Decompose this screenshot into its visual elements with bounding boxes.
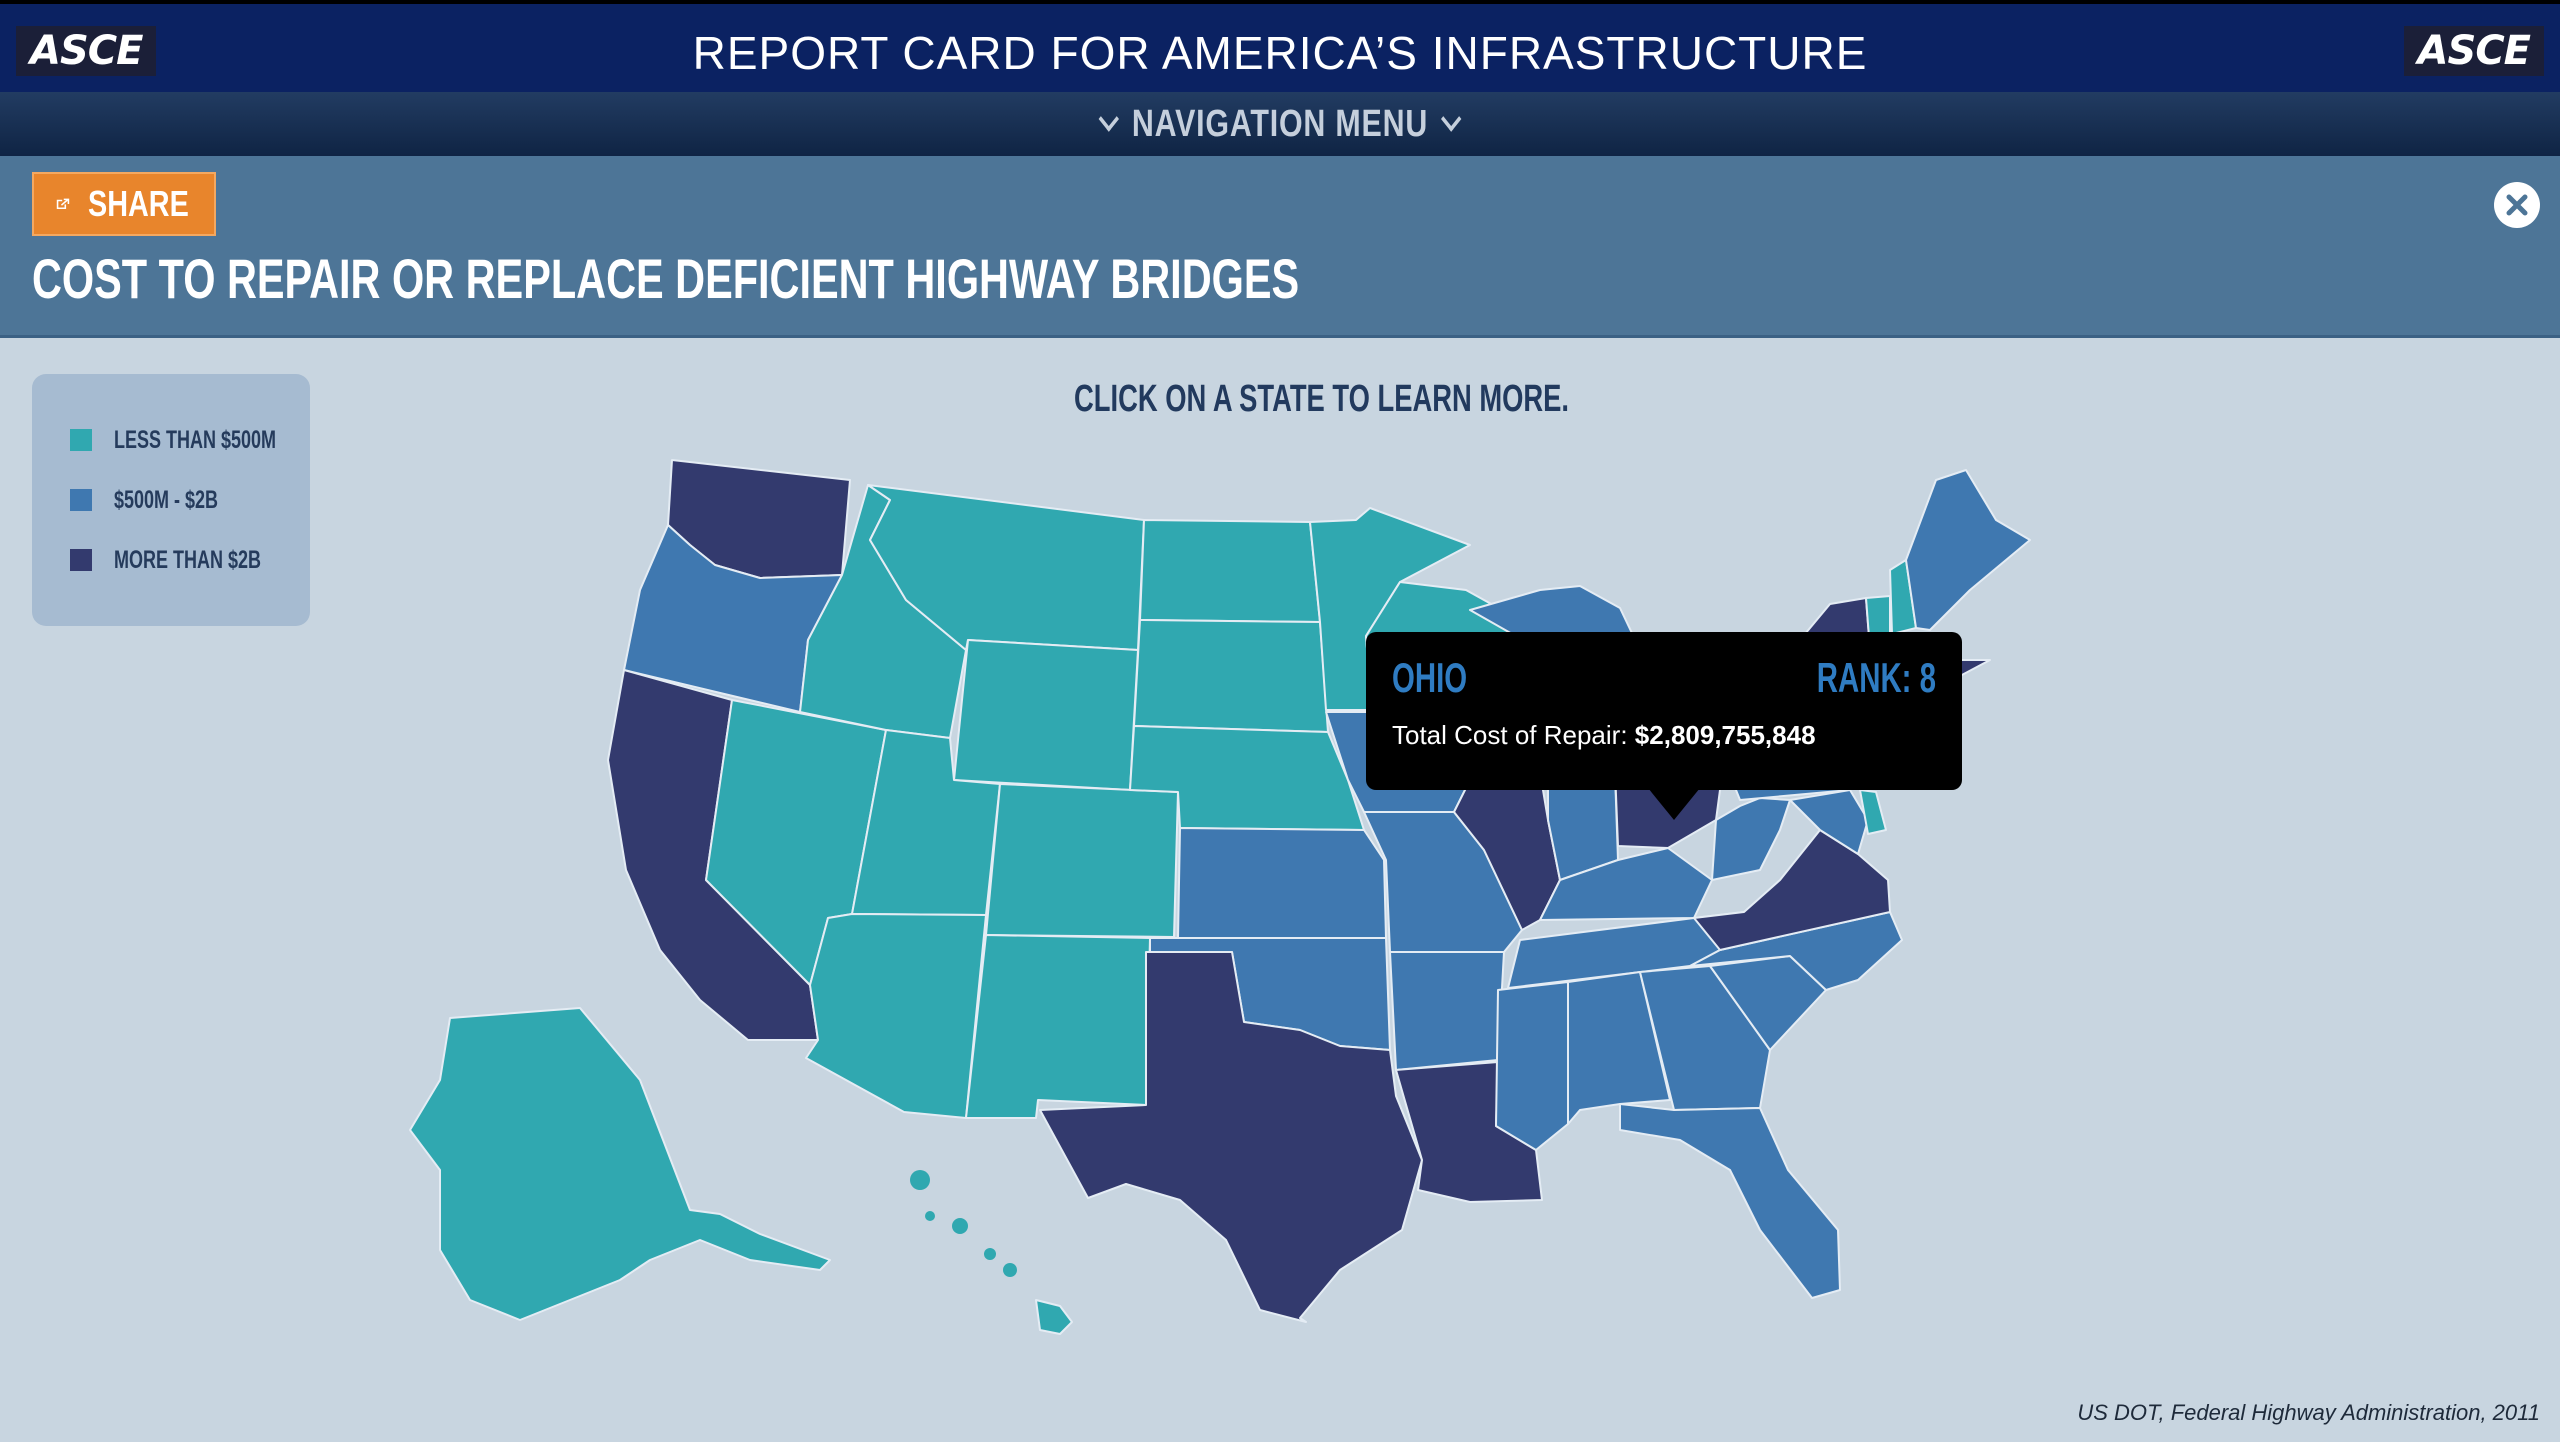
share-label: SHARE (87, 183, 189, 224)
data-source: US DOT, Federal Highway Administration, … (2077, 1400, 2540, 1425)
state-arkansas[interactable] (1389, 951, 1505, 1071)
state-wyoming[interactable] (953, 639, 1139, 791)
state-hawaii[interactable] (1035, 1299, 1073, 1335)
legend-item-mid: $500M - $2B (70, 480, 259, 520)
tooltip-cost-label: Total Cost of Repair: (1392, 720, 1628, 750)
tooltip-cost: Total Cost of Repair: $2,809,755,848 (1392, 720, 1816, 751)
hawaii-island-4[interactable] (984, 1248, 996, 1260)
state-texas[interactable] (1039, 951, 1423, 1323)
asce-logo-left[interactable]: ASCE (16, 26, 157, 76)
close-icon[interactable] (2494, 182, 2540, 228)
legend-swatch-high (70, 549, 92, 571)
hawaii-island-3[interactable] (1003, 1263, 1017, 1277)
tooltip-rank: RANK: 8 (1816, 654, 1936, 701)
chevron-down-icon (1098, 106, 1119, 132)
legend-item-low: LESS THAN $500M (70, 420, 339, 460)
hawaii-island-1[interactable] (910, 1170, 930, 1190)
state-west-virginia[interactable] (1711, 797, 1791, 881)
hawaii-island-5[interactable] (925, 1211, 935, 1221)
map-instruction: CLICK ON A STATE TO LEARN MORE. (1074, 378, 1570, 420)
panel-header: SHARE COST TO REPAIR OR REPLACE DEFICIEN… (0, 156, 2560, 338)
legend-label-low: LESS THAN $500M (114, 425, 277, 454)
state-georgia[interactable] (1639, 965, 1771, 1111)
legend-label-mid: $500M - $2B (114, 485, 219, 514)
legend-label-high: MORE THAN $2B (114, 545, 262, 574)
state-new-mexico[interactable] (965, 934, 1151, 1119)
report-card-title: REPORT CARD FOR AMERICA’S INFRASTRUCTURE (692, 27, 1868, 79)
us-map (409, 459, 2031, 1335)
share-button[interactable]: SHARE (32, 172, 216, 236)
navigation-menu-button[interactable]: NAVIGATION MENU (256, 92, 2304, 156)
state-maryland[interactable] (1789, 789, 1869, 855)
state-florida[interactable] (1619, 1103, 1841, 1299)
legend-swatch-low (70, 429, 92, 451)
state-delaware[interactable] (1859, 789, 1887, 835)
state-north-dakota[interactable] (1139, 519, 1321, 623)
state-alaska[interactable] (409, 1007, 831, 1321)
state-kansas[interactable] (1177, 827, 1387, 939)
state-south-dakota[interactable] (1133, 619, 1329, 733)
page-title: COST TO REPAIR OR REPLACE DEFICIENT HIGH… (32, 247, 1300, 310)
share-icon (56, 198, 70, 210)
navigation-menu-label: NAVIGATION MENU (1131, 102, 1429, 145)
state-tooltip: OHIO RANK: 8 Total Cost of Repair: $2,80… (1366, 632, 1962, 820)
state-arizona[interactable] (805, 913, 987, 1119)
asce-logo-right[interactable]: ASCE (2403, 26, 2544, 76)
state-maine[interactable] (1905, 469, 2031, 631)
tooltip-state-name: OHIO (1392, 654, 1468, 701)
map-legend: LESS THAN $500M $500M - $2B MORE THAN $2… (32, 374, 310, 626)
legend-item-high: MORE THAN $2B (70, 540, 318, 580)
chevron-down-icon (1441, 106, 1462, 132)
state-north-carolina[interactable] (1689, 911, 1903, 991)
top-banner: ASCE REPORT CARD FOR AMERICA’S INFRASTRU… (0, 0, 2560, 92)
state-colorado[interactable] (985, 783, 1179, 938)
hawaii-island-2[interactable] (952, 1218, 968, 1234)
navigation-bar: NAVIGATION MENU (0, 92, 2560, 156)
legend-swatch-mid (70, 489, 92, 511)
state-mississippi[interactable] (1495, 981, 1569, 1151)
tooltip-cost-value: $2,809,755,848 (1634, 720, 1816, 750)
